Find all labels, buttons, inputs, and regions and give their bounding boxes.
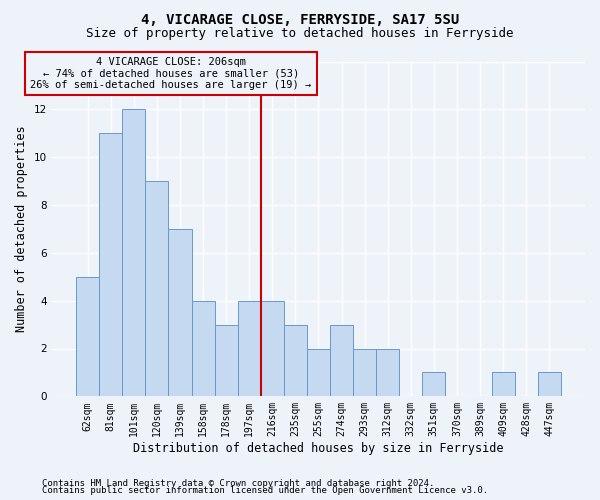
X-axis label: Distribution of detached houses by size in Ferryside: Distribution of detached houses by size … — [133, 442, 504, 455]
Y-axis label: Number of detached properties: Number of detached properties — [15, 126, 28, 332]
Bar — [422, 372, 445, 396]
Text: 4 VICARAGE CLOSE: 206sqm
← 74% of detached houses are smaller (53)
26% of semi-d: 4 VICARAGE CLOSE: 206sqm ← 74% of detach… — [30, 57, 311, 90]
Text: Size of property relative to detached houses in Ferryside: Size of property relative to detached ho… — [86, 28, 514, 40]
Bar — [491, 372, 515, 396]
Bar — [376, 348, 399, 397]
Bar — [353, 348, 376, 397]
Bar — [169, 229, 191, 396]
Bar — [122, 110, 145, 397]
Bar — [261, 300, 284, 396]
Bar — [538, 372, 561, 396]
Bar — [215, 324, 238, 396]
Bar — [191, 300, 215, 396]
Bar — [307, 348, 330, 397]
Text: Contains HM Land Registry data © Crown copyright and database right 2024.: Contains HM Land Registry data © Crown c… — [42, 478, 434, 488]
Bar — [284, 324, 307, 396]
Bar — [76, 277, 99, 396]
Bar — [330, 324, 353, 396]
Bar — [145, 181, 169, 396]
Bar — [238, 300, 261, 396]
Text: 4, VICARAGE CLOSE, FERRYSIDE, SA17 5SU: 4, VICARAGE CLOSE, FERRYSIDE, SA17 5SU — [141, 12, 459, 26]
Text: Contains public sector information licensed under the Open Government Licence v3: Contains public sector information licen… — [42, 486, 488, 495]
Bar — [99, 133, 122, 396]
